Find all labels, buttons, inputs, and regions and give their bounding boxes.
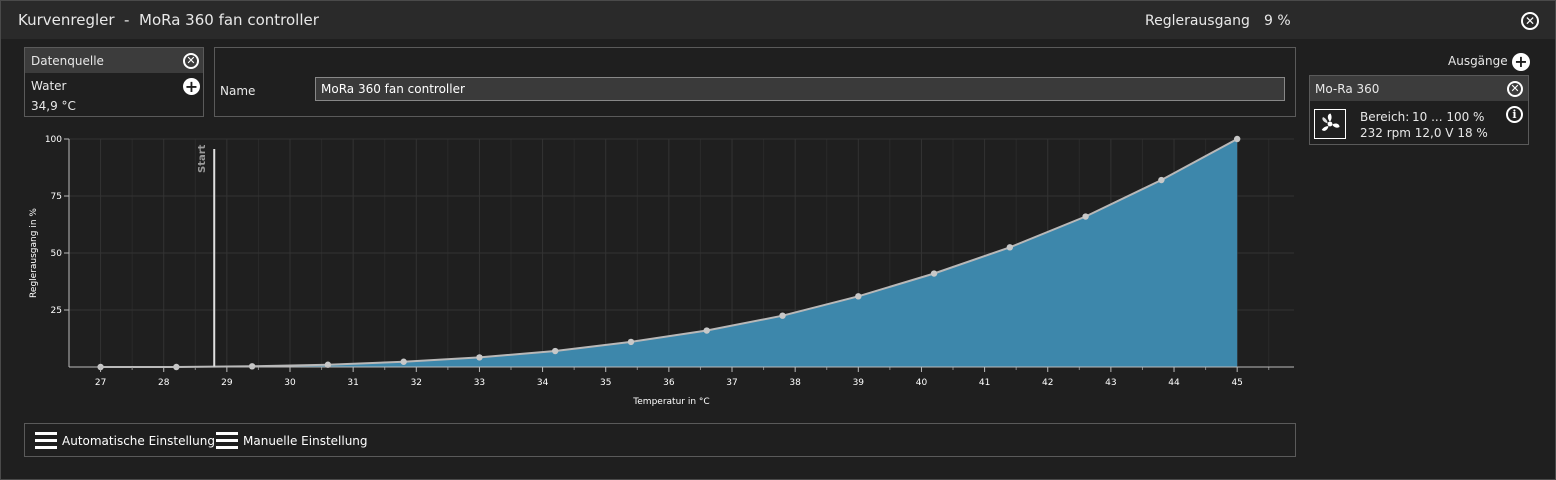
curve-points [97, 135, 1241, 371]
window-title: Kurvenregler - MoRa 360 fan controller [18, 11, 319, 29]
controller-output-value: 9 % [1264, 13, 1291, 29]
x-tick-label: 43 [1105, 378, 1116, 388]
close-window-icon[interactable]: ✕ [1521, 12, 1539, 30]
curve-point[interactable] [779, 312, 786, 319]
menu-icon[interactable] [35, 432, 57, 450]
manual-setting-button[interactable]: Manuelle Einstellung [243, 434, 368, 448]
x-tick-label: 36 [663, 378, 675, 388]
sensor-value: 34,9 °C [31, 99, 76, 113]
x-tick-label: 40 [916, 378, 928, 388]
fan-icon [1314, 109, 1346, 139]
x-tick-label: 28 [158, 378, 170, 388]
x-tick-label: 34 [537, 378, 549, 388]
curve-point[interactable] [1082, 213, 1089, 220]
datasource-title: Datenquelle [31, 54, 104, 68]
y-tick-label: 75 [51, 192, 62, 202]
control-curve-chart[interactable]: Start 27 28 29 30 31 32 33 34 35 36 37 38 39 40 41 42 43… [24, 131, 1296, 411]
remove-output-icon[interactable]: ✕ [1507, 81, 1523, 97]
y-tick-label: 50 [51, 249, 63, 259]
x-tick-label: 41 [979, 378, 990, 388]
output-range-value: 10 ... 100 % [1412, 110, 1485, 124]
curve-point[interactable] [703, 327, 710, 334]
curve-point[interactable] [1158, 176, 1165, 184]
output-status: 232 rpm 12,0 V 18 % [1360, 126, 1488, 140]
curve-point[interactable] [476, 354, 483, 361]
datasource-header: Datenquelle ✕ [25, 48, 203, 73]
x-axis-label: Temperatur in °C [632, 397, 709, 407]
mode-bar: Automatische Einstellung Manuelle Einste… [24, 423, 1296, 457]
x-tick-label: 37 [726, 378, 737, 388]
controller-output-label: Reglerausgang [1145, 13, 1250, 29]
x-tick-label: 30 [284, 378, 296, 388]
curve-point[interactable] [400, 358, 407, 365]
curve-area-fill [100, 139, 1238, 367]
automatic-setting-button[interactable]: Automatische Einstellung [62, 434, 215, 448]
name-panel: Name [214, 47, 1296, 117]
x-tick-label: 29 [221, 378, 233, 388]
output-card-header: Mo-Ra 360 ✕ [1310, 76, 1528, 101]
x-tick-label: 44 [1168, 378, 1180, 388]
output-card[interactable]: Mo-Ra 360 ✕ Bereich: 10 ... 100 % i 232 … [1309, 75, 1529, 145]
x-tick-label: 45 [1231, 378, 1242, 388]
remove-datasource-icon[interactable]: ✕ [183, 53, 199, 69]
x-tick-label: 38 [789, 378, 801, 388]
curve-point[interactable] [627, 338, 635, 346]
x-tick-label: 39 [853, 378, 865, 388]
chart-axes: 27 28 29 30 31 32 33 34 35 36 37 38 39 40 41 42 43 44 45 25… [45, 135, 1294, 388]
curve-point[interactable] [324, 361, 332, 368]
controller-name-input[interactable] [315, 77, 1285, 101]
curve-point[interactable] [930, 270, 938, 277]
output-range-label: Bereich: [1360, 110, 1410, 124]
x-tick-label: 33 [474, 378, 485, 388]
output-info-icon[interactable]: i [1506, 106, 1523, 123]
outputs-header: Ausgänge [1448, 54, 1508, 68]
curve-point[interactable] [552, 347, 559, 355]
start-marker-label: Start [197, 144, 208, 173]
menu-icon[interactable] [216, 432, 238, 450]
y-tick-label: 100 [45, 135, 62, 145]
y-axis-label: Reglerausgang in % [29, 208, 39, 298]
name-label: Name [220, 84, 256, 98]
datasource-panel: Datenquelle ✕ Water + 34,9 °C [24, 47, 204, 117]
curve-point[interactable] [1233, 135, 1241, 143]
output-name: Mo-Ra 360 [1315, 82, 1380, 96]
y-tick-label: 25 [51, 306, 62, 316]
x-tick-label: 27 [95, 378, 106, 388]
x-tick-label: 31 [347, 378, 358, 388]
curve-point[interactable] [248, 363, 256, 370]
x-tick-label: 32 [411, 378, 422, 388]
sensor-name: Water [31, 79, 67, 93]
curve-point[interactable] [1006, 244, 1014, 251]
curve-point[interactable] [855, 293, 862, 300]
x-tick-label: 35 [600, 378, 611, 388]
add-datasource-icon[interactable]: + [183, 77, 200, 96]
curve-line [100, 138, 1238, 368]
x-tick-label: 42 [1042, 378, 1053, 388]
add-output-icon[interactable]: + [1512, 53, 1530, 71]
title-bar: Kurvenregler - MoRa 360 fan controller R… [1, 1, 1555, 39]
